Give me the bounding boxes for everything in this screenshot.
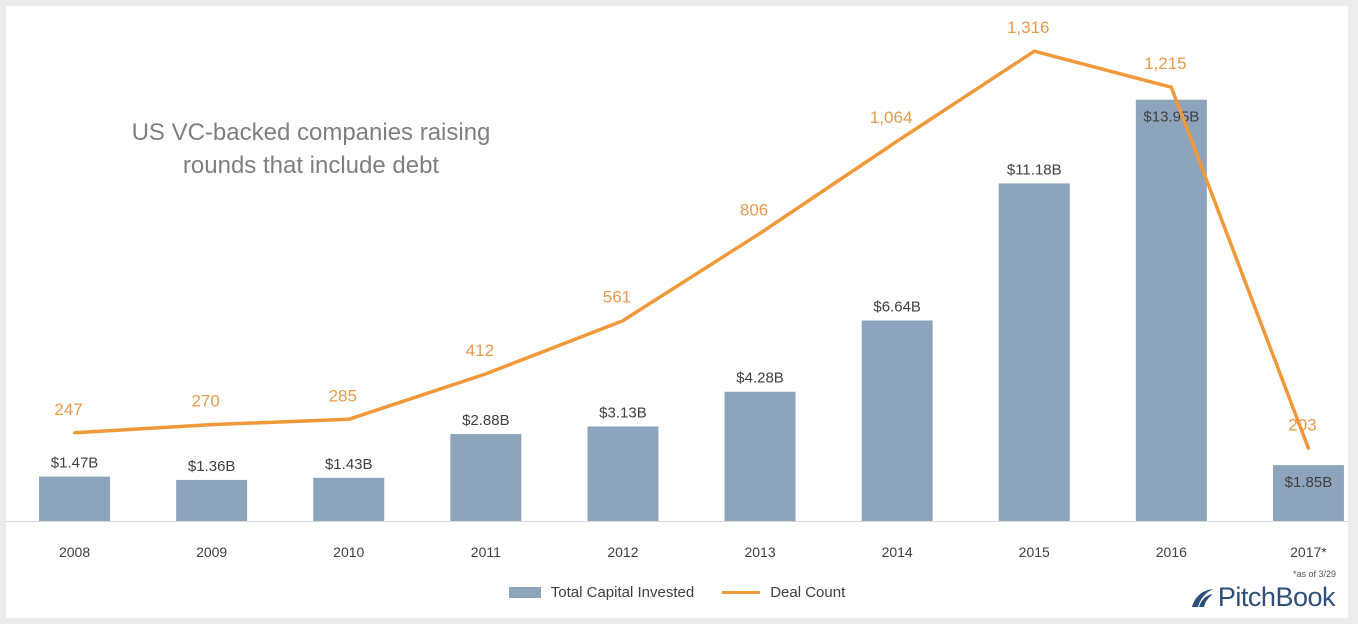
bar-label-2010: $1.43B bbox=[325, 456, 373, 473]
deal-count-point-2011 bbox=[484, 372, 488, 376]
deal-count-label-2015: 1,316 bbox=[1007, 18, 1050, 37]
chart-card: $1.47B 2008 $1.36B 2009 $1.43B 2010 $2.88B 2011… bbox=[6, 6, 1348, 618]
deal-count-label-2008: 247 bbox=[54, 400, 82, 419]
deal-count-label-2014: 1,064 bbox=[870, 108, 913, 127]
pitchbook-logo-icon bbox=[1191, 588, 1213, 607]
chart-plot: $1.47B 2008 $1.36B 2009 $1.43B 2010 $2.88B 2011… bbox=[6, 18, 1348, 560]
deal-count-point-2016 bbox=[1169, 85, 1173, 89]
deal-count-point-2009 bbox=[210, 423, 214, 427]
deal-count-label-2016: 1,215 bbox=[1144, 54, 1187, 73]
x-tick-label-2010: 2010 bbox=[333, 544, 364, 560]
bar-2017* bbox=[1272, 465, 1344, 521]
bar-2009 bbox=[176, 479, 248, 521]
legend-label-deal-count: Deal Count bbox=[770, 584, 846, 601]
deal-count-point-2017* bbox=[1306, 447, 1310, 451]
deal-count-point-2008 bbox=[73, 431, 77, 435]
brand-name: PitchBook bbox=[1217, 582, 1336, 612]
bar-2014 bbox=[861, 320, 933, 521]
bar-2010 bbox=[313, 477, 385, 521]
bar-label-2015: $11.18B bbox=[1007, 161, 1062, 178]
x-tick-label-2012: 2012 bbox=[607, 544, 638, 560]
legend-item-capital: Total Capital Invested bbox=[508, 584, 695, 601]
footnote: *as of 3/29 bbox=[1292, 569, 1336, 579]
bar-label-2016: $13.95B bbox=[1143, 109, 1199, 126]
deal-count-label-2011: 412 bbox=[466, 341, 494, 360]
bar-label-2008: $1.47B bbox=[51, 455, 99, 472]
legend-label-capital: Total Capital Invested bbox=[550, 584, 695, 601]
bar-label-2012: $3.13B bbox=[599, 404, 647, 421]
bar-2008 bbox=[39, 476, 111, 521]
bar-2013 bbox=[724, 391, 796, 521]
bar-label-2017*: $1.85B bbox=[1285, 474, 1333, 491]
deal-count-point-2013 bbox=[758, 231, 762, 235]
deal-count-line bbox=[74, 49, 1311, 450]
x-tick-label-2013: 2013 bbox=[744, 544, 775, 560]
deal-count-point-2015 bbox=[1032, 49, 1036, 53]
x-tick-label-2009: 2009 bbox=[196, 544, 227, 560]
deal-count-label-2009: 270 bbox=[191, 392, 219, 411]
legend-swatch-line bbox=[722, 591, 761, 594]
bar-2012 bbox=[587, 426, 659, 521]
x-tick-label-2017*: 2017* bbox=[1290, 544, 1327, 560]
legend-item-deal-count: Deal Count bbox=[722, 584, 845, 601]
x-tick-label-2008: 2008 bbox=[59, 544, 90, 560]
deal-count-label-2017*: 203 bbox=[1288, 416, 1316, 435]
bar-label-2013: $4.28B bbox=[736, 370, 784, 387]
deal-count-point-2012 bbox=[621, 319, 625, 323]
x-tick-label-2014: 2014 bbox=[882, 544, 913, 560]
bar-label-2011: $2.88B bbox=[462, 412, 510, 429]
deal-count-label-2012: 561 bbox=[603, 288, 631, 307]
bar-label-2009: $1.36B bbox=[188, 458, 236, 475]
legend-swatch-bar bbox=[508, 587, 541, 598]
deal-count-point-2014 bbox=[895, 139, 899, 143]
bar-2015 bbox=[998, 183, 1070, 521]
chart-title: US VC-backed companies raising rounds th… bbox=[131, 119, 491, 179]
bar-2016 bbox=[1135, 99, 1207, 522]
deal-count-label-2010: 285 bbox=[329, 386, 357, 405]
x-tick-label-2016: 2016 bbox=[1156, 544, 1187, 560]
bar-label-2014: $6.64B bbox=[873, 298, 921, 315]
x-tick-label-2011: 2011 bbox=[471, 544, 501, 560]
deal-count-label-2013: 806 bbox=[740, 200, 768, 219]
pitchbook-logo: PitchBook bbox=[1189, 582, 1336, 613]
chart-legend: Total Capital Invested Deal Count bbox=[6, 584, 1348, 601]
deal-count-point-2010 bbox=[347, 417, 351, 421]
x-tick-label-2015: 2015 bbox=[1019, 544, 1050, 560]
bar-2011 bbox=[450, 434, 522, 521]
